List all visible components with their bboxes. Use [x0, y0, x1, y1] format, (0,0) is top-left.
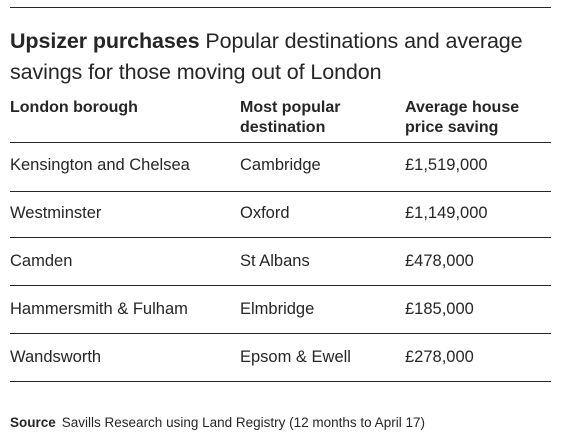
column-header-borough: London borough — [10, 99, 138, 116]
table-row: Hammersmith & Fulham Elmbridge £185,000 — [0, 299, 561, 346]
borough-cell: Westminster — [10, 204, 102, 222]
table-row: Kensington and Chelsea Cambridge £1,519,… — [0, 155, 561, 202]
bottom-divider — [10, 381, 551, 382]
saving-cell: £1,149,000 — [405, 204, 488, 222]
borough-cell: Wandsworth — [10, 348, 102, 366]
row-divider — [10, 191, 551, 192]
saving-cell: £478,000 — [405, 252, 474, 270]
saving-cell: £185,000 — [405, 300, 474, 318]
destination-cell: Elmbridge — [240, 300, 315, 318]
row-divider — [10, 333, 551, 334]
top-divider — [10, 7, 551, 8]
column-header-destination: Most popular destination — [240, 99, 341, 136]
table-row: Wandsworth Epsom & Ewell £278,000 — [0, 347, 561, 394]
destination-cell: St Albans — [240, 252, 310, 270]
destination-cell: Epsom & Ewell — [240, 348, 351, 366]
source-label: Source — [10, 415, 56, 430]
title-description: Popular destinations and average savings… — [10, 29, 523, 84]
borough-cell: Camden — [10, 252, 73, 270]
row-divider — [10, 237, 551, 238]
title-lead: Upsizer purchases — [10, 29, 200, 53]
borough-cell: Hammersmith & Fulham — [10, 300, 188, 318]
source-note: Source Savills Research using Land Regist… — [10, 414, 425, 432]
figure-title: Upsizer purchases Popular destinations a… — [10, 26, 551, 88]
destination-cell: Oxford — [240, 204, 290, 222]
saving-cell: £278,000 — [405, 348, 474, 366]
source-text: Savills Research using Land Registry (12… — [61, 415, 425, 430]
row-divider — [10, 285, 551, 286]
table-row: Westminster Oxford £1,149,000 — [0, 203, 561, 250]
column-header-saving: Average house price saving — [405, 99, 520, 136]
borough-cell: Kensington and Chelsea — [10, 156, 190, 174]
header-divider — [10, 142, 551, 143]
saving-cell: £1,519,000 — [405, 156, 488, 174]
destination-cell: Cambridge — [240, 156, 321, 174]
table-row: Camden St Albans £478,000 — [0, 251, 561, 298]
